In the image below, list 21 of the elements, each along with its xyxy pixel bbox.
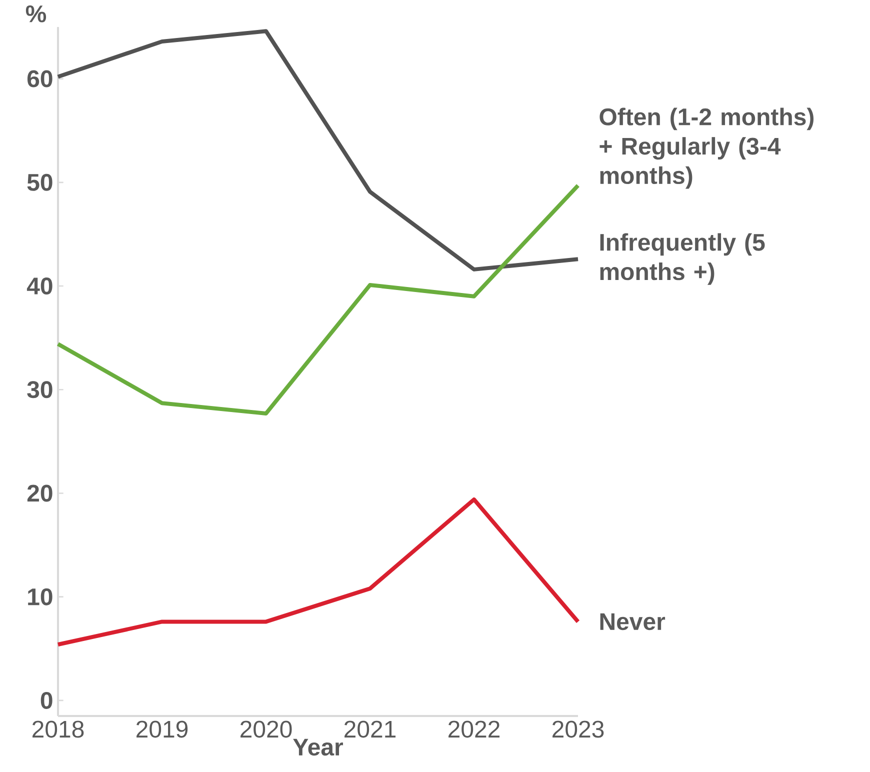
x-tick-label: 2023 [552,720,604,738]
y-tick-label: 20 [27,484,52,502]
y-axis-title: % [26,5,46,22]
x-axis-title: Year [293,738,343,756]
series-label: Infrequently (5 months +) [600,233,765,285]
series-label: Never [600,613,666,630]
x-tick-label: 2022 [448,720,500,738]
x-tick-label: 2020 [240,720,292,738]
line-series [56,184,580,416]
series-label: Often (1-2 months) + Regularly (3-4 months) [600,108,814,189]
y-tick-label: 30 [27,381,52,398]
line-series [56,29,580,272]
x-tick-label: 2021 [344,720,396,738]
y-tick-label: 10 [28,588,52,606]
line-series [56,497,580,647]
y-tick-label: 50 [27,174,52,191]
y-tick-label: 40 [26,278,52,295]
x-tick-label: 2018 [32,720,84,738]
y-tick-label: 60 [27,70,52,88]
x-tick-label: 2019 [136,720,188,738]
y-tick-label: 0 [40,692,52,709]
